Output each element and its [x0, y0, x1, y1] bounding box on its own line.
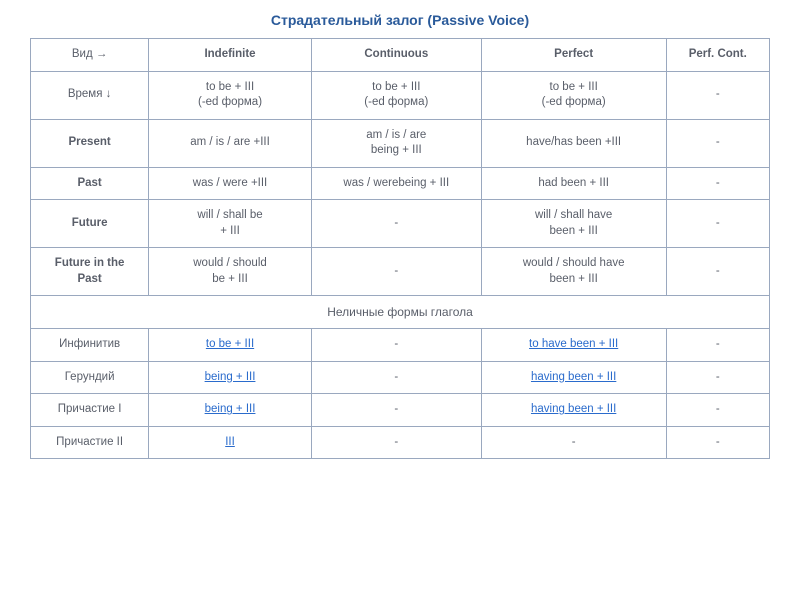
data-cell: to be + III(-ed форма): [481, 71, 666, 119]
data-cell: -: [481, 426, 666, 459]
header-perfect: Perfect: [481, 39, 666, 72]
data-cell: -: [666, 248, 769, 296]
table-row: Инфинитивto be + III-to have been + III-: [31, 329, 770, 362]
data-cell: being + III: [149, 361, 312, 394]
data-cell: would / should havebeen + III: [481, 248, 666, 296]
data-cell: to be + III(-ed форма): [149, 71, 312, 119]
header-aspect: Вид →: [31, 39, 149, 72]
data-cell: to be + III(-ed форма): [311, 71, 481, 119]
table-body: Вид → Indefinite Continuous Perfect Perf…: [31, 39, 770, 459]
data-cell: am / is / are +III: [149, 119, 312, 167]
data-cell: -: [666, 361, 769, 394]
data-cell: being + III: [149, 394, 312, 427]
table-row: Причастие Ibeing + III-having been + III…: [31, 394, 770, 427]
data-cell: am / is / arebeing + III: [311, 119, 481, 167]
data-cell: to have been + III: [481, 329, 666, 362]
data-cell: was / werebeing + III: [311, 167, 481, 200]
table-row: Presentam / is / are +IIIam / is / arebe…: [31, 119, 770, 167]
data-cell: III: [149, 426, 312, 459]
row-label: Инфинитив: [31, 329, 149, 362]
data-cell: -: [311, 200, 481, 248]
table-row: Futurewill / shall be+ III-will / shall …: [31, 200, 770, 248]
data-cell: -: [311, 361, 481, 394]
data-cell: -: [666, 71, 769, 119]
row-label: Герундий: [31, 361, 149, 394]
header-continuous: Continuous: [311, 39, 481, 72]
row-label: Present: [31, 119, 149, 167]
table-row: Герундийbeing + III-having been + III-: [31, 361, 770, 394]
data-cell: have/has been +III: [481, 119, 666, 167]
data-cell: -: [311, 329, 481, 362]
table-row: Причастие II III---: [31, 426, 770, 459]
row-label: Время ↓: [31, 71, 149, 119]
row-label: Причастие II: [31, 426, 149, 459]
data-cell: -: [666, 394, 769, 427]
section-label: Неличные формы глагола: [31, 296, 770, 329]
data-cell: -: [311, 394, 481, 427]
row-label: Future: [31, 200, 149, 248]
row-label: Причастие I: [31, 394, 149, 427]
row-label: Past: [31, 167, 149, 200]
data-cell: -: [666, 329, 769, 362]
passive-voice-table: Вид → Indefinite Continuous Perfect Perf…: [30, 38, 770, 459]
section-row: Неличные формы глагола: [31, 296, 770, 329]
data-cell: -: [311, 426, 481, 459]
data-cell: having been + III: [481, 361, 666, 394]
data-cell: to be + III: [149, 329, 312, 362]
row-label: Future in thePast: [31, 248, 149, 296]
data-cell: will / shall be+ III: [149, 200, 312, 248]
data-cell: was / were +III: [149, 167, 312, 200]
data-cell: -: [666, 426, 769, 459]
table-row: Pastwas / were +IIIwas / werebeing + III…: [31, 167, 770, 200]
data-cell: would / shouldbe + III: [149, 248, 312, 296]
data-cell: had been + III: [481, 167, 666, 200]
page-title: Страдательный залог (Passive Voice): [30, 12, 770, 28]
header-indefinite: Indefinite: [149, 39, 312, 72]
data-cell: having been + III: [481, 394, 666, 427]
table-header-row: Вид → Indefinite Continuous Perfect Perf…: [31, 39, 770, 72]
table-row: Время ↓to be + III(-ed форма)to be + III…: [31, 71, 770, 119]
data-cell: -: [311, 248, 481, 296]
data-cell: -: [666, 167, 769, 200]
header-perfcont: Perf. Cont.: [666, 39, 769, 72]
table-row: Future in thePastwould / shouldbe + III-…: [31, 248, 770, 296]
data-cell: will / shall havebeen + III: [481, 200, 666, 248]
data-cell: -: [666, 200, 769, 248]
data-cell: -: [666, 119, 769, 167]
